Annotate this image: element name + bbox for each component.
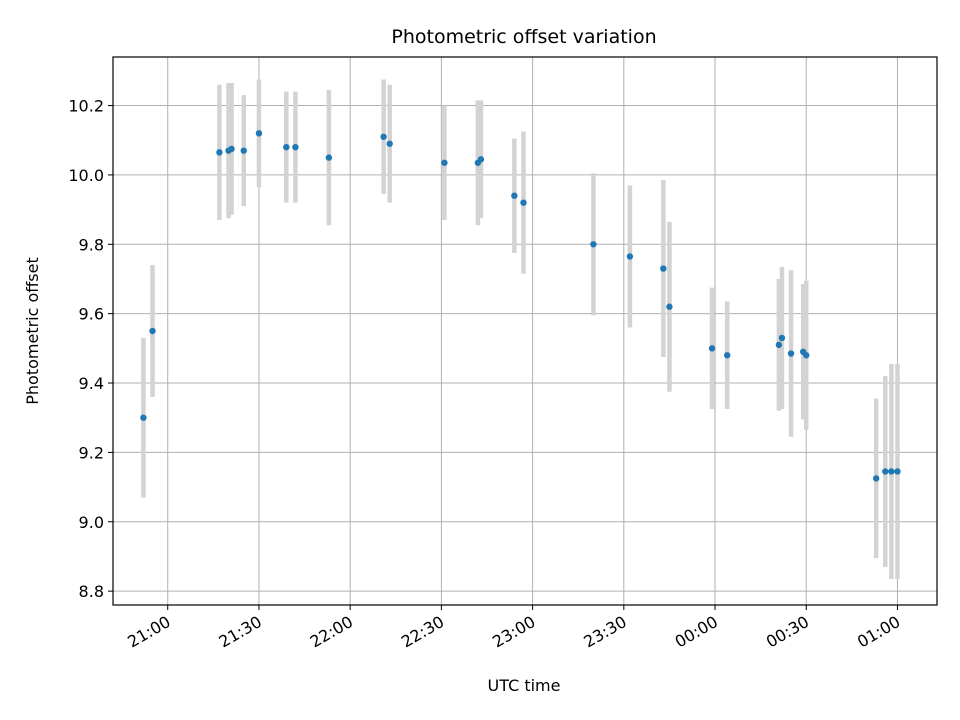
data-point <box>228 145 235 153</box>
data-point <box>216 149 223 156</box>
data-point <box>520 199 527 206</box>
y-tick-label: 9.4 <box>79 374 104 393</box>
y-axis-label: Photometric offset <box>23 257 42 405</box>
data-point <box>441 159 448 166</box>
data-point <box>723 352 731 359</box>
data-point <box>292 143 299 151</box>
data-point <box>386 140 393 147</box>
data-point <box>882 468 889 475</box>
data-point <box>666 303 673 310</box>
data-point <box>140 414 147 421</box>
data-point <box>894 468 901 475</box>
data-point <box>660 265 667 272</box>
data-point <box>325 154 333 161</box>
data-point <box>477 156 485 163</box>
data-point <box>888 468 895 475</box>
data-point <box>511 192 518 199</box>
y-tick-label: 9.2 <box>79 443 104 462</box>
data-point <box>787 350 795 357</box>
y-tick-label: 10.2 <box>68 97 104 116</box>
y-tick-label: 10.0 <box>68 166 104 185</box>
data-point <box>149 327 156 335</box>
data-points <box>140 130 901 482</box>
data-point <box>255 130 263 137</box>
plot-frame <box>112 56 938 606</box>
y-tick-label: 9.6 <box>79 305 104 324</box>
data-point <box>775 341 783 349</box>
x-axis-label: UTC time <box>488 676 561 695</box>
data-point <box>708 345 716 352</box>
data-point <box>872 475 880 482</box>
chart-title: Photometric offset variation <box>391 26 656 48</box>
y-tick-label: 9.0 <box>79 513 104 532</box>
y-tick-label: 8.8 <box>79 582 104 601</box>
y-tick-label: 9.8 <box>79 235 104 254</box>
y-axis-ticks: 8.8 9.0 9.2 9.4 9.6 9.8 10.0 10.2 <box>68 97 113 601</box>
data-point <box>778 334 786 342</box>
data-point <box>803 352 810 359</box>
data-point <box>283 143 290 151</box>
data-point <box>626 253 634 260</box>
data-point <box>380 133 387 140</box>
x-gridlines <box>167 57 898 605</box>
data-point <box>590 241 597 248</box>
data-point <box>240 147 247 154</box>
